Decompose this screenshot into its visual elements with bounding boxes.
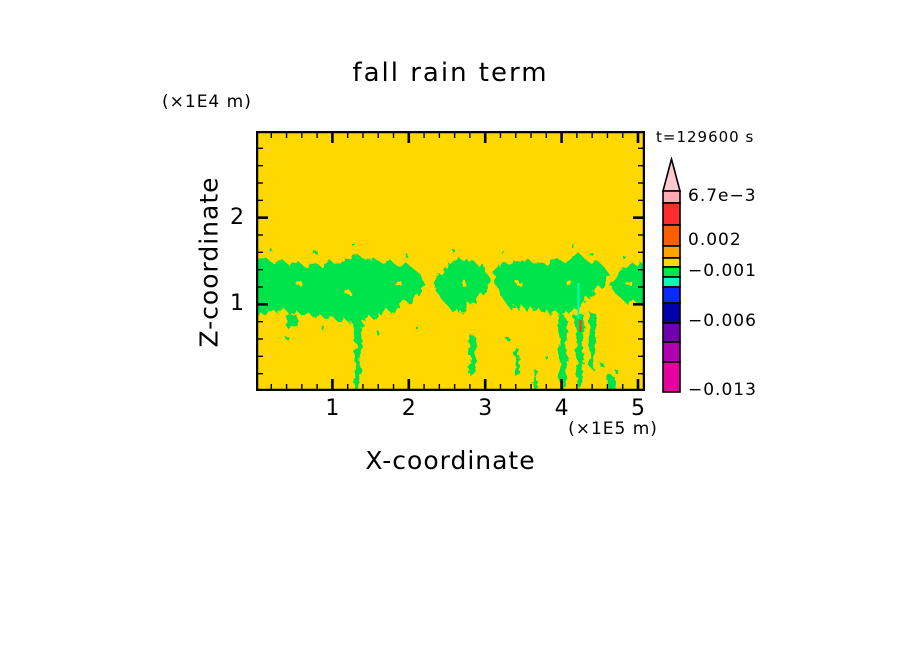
colorbar-segment [662,202,681,226]
band-hole [396,281,401,285]
rain-speck [376,331,379,334]
colorbar-scale [661,157,682,393]
rain-speck [314,251,317,254]
band-hole [626,281,631,285]
x-axis-title: X-coordinate [365,446,536,475]
x-tick-label: 2 [401,396,416,421]
rain-band-region [532,368,538,391]
band-hole [566,281,571,285]
rain-speck [286,337,289,340]
x-tick-label: 1 [325,396,340,421]
rain-speck [590,253,593,256]
colorbar-segment [662,190,681,204]
colorbar-overflow-arrow [661,157,682,192]
x-axis-unit-label: (×1E5 m) [568,419,658,439]
y-tick-label: 1 [230,291,244,317]
rain-speck [624,257,627,260]
rain-band-region [285,314,298,330]
rain-speck [416,327,419,330]
colorbar-segment [662,245,681,259]
y-tick-label: 2 [230,204,244,230]
heatmap-canvas [256,131,645,391]
colorbar-tick-label: −0.001 [688,261,757,281]
rain-speck [502,251,505,254]
colorbar-tick-label: 0.002 [688,230,742,250]
rain-band-region [468,335,478,377]
rain-band-region [573,314,585,389]
rain-speck [452,249,455,252]
band-hole [296,281,301,285]
colorbar-segment [662,266,681,278]
x-tick-label: 4 [554,396,569,421]
rain-speck [572,245,575,248]
time-annotation: t=129600 s [656,128,755,146]
colorbar-segment [662,224,681,247]
band-hole [346,291,351,295]
rain-band-region [352,315,363,391]
x-tick-label: 3 [478,396,493,421]
colorbar-segment [662,341,681,363]
rain-band-group [256,243,645,391]
rain-speck [600,363,603,366]
rain-speck [270,249,273,252]
rain-band-region [256,253,424,324]
y-axis-title: Z-coordinate [194,176,224,348]
plot-area [256,131,645,391]
colorbar-segment [662,361,681,393]
y-axis-unit-label: (×1E4 m) [162,92,252,112]
colorbar-segment [662,257,681,268]
colorbar-tick-label: −0.006 [688,311,757,331]
chart-title: fall rain term [352,58,549,88]
rain-speck [506,337,509,340]
colorbar-segment [662,302,681,324]
colorbar-segment [662,276,681,288]
rain-speck [546,357,549,360]
rain-speck [322,327,325,330]
colorbar-tick-label: −0.013 [688,380,757,400]
rain-band-region [607,374,616,391]
plot-frame [256,131,645,391]
band-hole [516,281,521,285]
rain-speck [616,371,619,374]
rain-band-region [514,347,520,378]
rain-speck [352,243,355,246]
band-hole [461,281,466,285]
colorbar-segment [662,286,681,304]
colorbar-tick-label: 6.7e−3 [688,186,757,206]
rain-band-region [588,312,597,371]
rain-band-region [557,315,568,391]
colorbar-segment [662,322,681,343]
x-tick-label: 5 [631,396,645,421]
rain-band-region [434,257,490,314]
rain-speck [406,255,409,258]
